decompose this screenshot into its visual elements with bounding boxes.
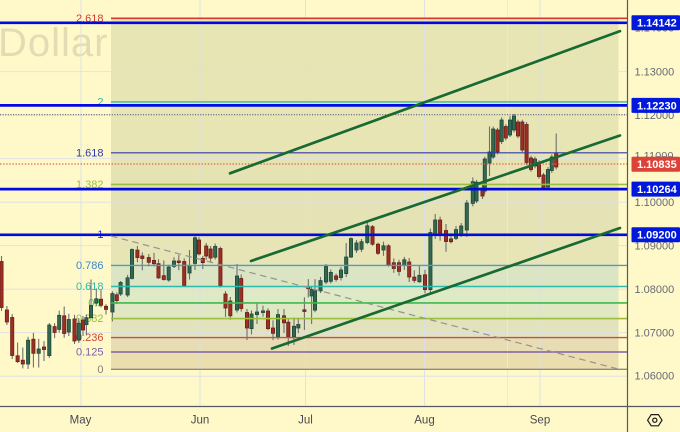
svg-text:1.12230: 1.12230 <box>637 100 677 112</box>
svg-text:Jun: Jun <box>191 415 210 427</box>
svg-text:1.10264: 1.10264 <box>637 184 678 196</box>
svg-text:1.08000: 1.08000 <box>635 284 675 296</box>
svg-text:Aug: Aug <box>414 415 434 427</box>
svg-text:Sep: Sep <box>530 415 550 427</box>
svg-text:1.14142: 1.14142 <box>637 18 677 30</box>
svg-text:1.09200: 1.09200 <box>637 230 677 242</box>
svg-text:0: 0 <box>97 364 103 376</box>
svg-text:1.09000: 1.09000 <box>635 241 675 253</box>
svg-text:1.10000: 1.10000 <box>635 197 675 209</box>
svg-text:1.10835: 1.10835 <box>637 159 677 171</box>
svg-text:0.786: 0.786 <box>76 260 104 272</box>
svg-text:1.13000: 1.13000 <box>635 67 675 79</box>
svg-text:0.618: 0.618 <box>76 281 104 293</box>
svg-text:0.125: 0.125 <box>76 347 104 359</box>
svg-text:1.618: 1.618 <box>76 147 104 159</box>
svg-text:1.06000: 1.06000 <box>635 371 675 383</box>
svg-text:May: May <box>70 415 92 427</box>
svg-text:1.07000: 1.07000 <box>635 328 675 340</box>
svg-text:2: 2 <box>97 96 103 108</box>
svg-text:Jul: Jul <box>298 415 313 427</box>
svg-text:Dollar: Dollar <box>0 21 108 65</box>
svg-text:1.12000: 1.12000 <box>635 110 675 122</box>
